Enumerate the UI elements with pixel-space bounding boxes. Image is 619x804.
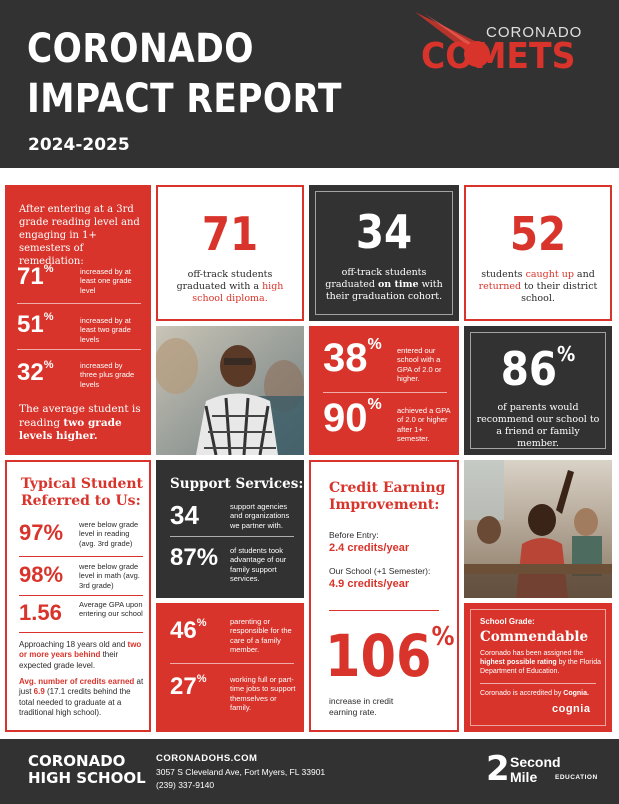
logo-school-name: CORONADO (486, 24, 583, 41)
footer-website-link[interactable]: CORONADOHS.COM (156, 753, 258, 764)
family-stat-2: 27% (170, 673, 207, 700)
school-grade-box: School Grade: Commendable Coronado has b… (464, 603, 612, 732)
typical-paragraph-2: Avg. number of credits earned at just 6.… (19, 677, 144, 718)
typical-stat-2-value: 98% (19, 562, 64, 587)
diploma-caption: off-track students graduated with a high… (176, 269, 284, 304)
credit-increase-label: increase in credit earning rate. (329, 696, 394, 717)
gpa-stat-1-label: entered our school with a GPA of 2.0 or … (397, 346, 442, 384)
credit-before-value: 2.4 credits/year (329, 542, 410, 554)
typical-paragraph-1: Approaching 18 years old and two or more… (19, 640, 142, 670)
on-time-caption: off-track students graduated on time wit… (325, 267, 443, 302)
reading-intro: After entering at a 3rd grade reading le… (19, 204, 140, 267)
typical-student-title: Typical Student Referred to Us: (21, 476, 144, 509)
school-grade-value: Commendable (480, 629, 589, 645)
caught-up-value: 52 (509, 207, 567, 261)
gpa-stat-2-label: achieved a GPA of 2.0 or higher after 1+… (397, 406, 451, 444)
parents-value: 86% (500, 342, 576, 396)
report-year: 2024-2025 (28, 135, 130, 155)
reading-stat-3-value: 32 (17, 359, 44, 386)
support-services-title: Support Services: (170, 476, 304, 492)
family-stat-2-value: 27 (170, 673, 197, 700)
diploma-value: 71 (201, 207, 259, 261)
typical-stat-3-label: Average GPA upon entering our school (79, 600, 143, 619)
second-mile-logo-sub: EDUCATION (555, 774, 598, 781)
support-services-box: Support Services: 34 support agencies an… (156, 460, 304, 598)
reading-stat-3: 32% (17, 359, 54, 386)
footer: CORONADO HIGH SCHOOL CORONADOHS.COM 3057… (0, 739, 619, 804)
typical-stat-3-value: 1.56 (19, 600, 62, 625)
parents-box: 86% of parents would recommend our schoo… (464, 326, 612, 455)
footer-phone: (239) 337-9140 (156, 780, 215, 790)
divider (17, 349, 141, 350)
reading-stat-2: 51% (17, 311, 54, 338)
report-title-line1: CORONADO (27, 26, 254, 72)
support-stat-1-label: support agencies and organizations we pa… (230, 502, 290, 530)
divider (170, 663, 294, 664)
student-photo-image (156, 326, 304, 455)
divider (323, 392, 447, 393)
typical-stat-1-label: were below grade level in reading (avg. … (79, 520, 139, 548)
divider (329, 610, 439, 611)
footer-address: 3057 S Cleveland Ave, Fort Myers, FL 339… (156, 767, 326, 777)
diploma-box: 71 off-track students graduated with a h… (156, 185, 304, 321)
gpa-stat-2: 90% (323, 396, 382, 440)
gpa-stat-1: 38% (323, 336, 382, 380)
typical-student-box: Typical Student Referred to Us: 97% were… (5, 460, 151, 732)
family-stat-1: 46% (170, 617, 207, 644)
family-stat-1-value: 46 (170, 617, 197, 644)
divider (19, 632, 143, 633)
gpa-stat-2-value: 90 (323, 396, 368, 440)
support-stat-1-value: 34 (170, 500, 199, 530)
divider (480, 683, 596, 684)
reading-summary: The average student is reading two grade… (19, 403, 141, 443)
gpa-stat-1-value: 38 (323, 336, 368, 380)
report-title-line2: IMPACT REPORT (27, 76, 342, 122)
reading-stat-1: 71% (17, 263, 54, 290)
school-grade-text: Coronado has been assigned the highest p… (480, 650, 601, 676)
reading-stat-2-value: 51 (17, 311, 44, 338)
reading-stat-3-label: increased by three plus grade levels (80, 361, 135, 389)
credit-increase-value: 106% (325, 622, 455, 690)
school-grade-label: School Grade: (480, 617, 535, 626)
caught-up-box: 52 students caught up and returned to th… (464, 185, 612, 321)
reading-stat-1-value: 71 (17, 263, 44, 290)
divider (19, 595, 143, 596)
reading-stat-1-label: increased by at least one grade level (80, 267, 132, 295)
parents-caption: of parents would recommend our school to… (476, 402, 600, 449)
footer-school-name: CORONADO HIGH SCHOOL (28, 752, 146, 788)
accreditation-text: Coronado is accredited by Cognia. (480, 690, 589, 697)
divider (170, 536, 294, 537)
logo-mascot-name: COMETS (421, 36, 576, 77)
header-banner (0, 0, 619, 168)
credit-after-value: 4.9 credits/year (329, 578, 410, 590)
second-mile-logo-text: Second Mile (510, 754, 561, 785)
typical-stat-1-value: 97% (19, 520, 64, 545)
gpa-box: 38% entered our school with a GPA of 2.0… (309, 326, 459, 455)
second-mile-logo-icon: 2 (486, 749, 510, 789)
comets-logo-icon (415, 12, 490, 67)
on-time-box: 34 off-track students graduated on time … (309, 185, 459, 321)
typical-stat-2-label: were below grade level in math (avg. 3rd… (79, 562, 140, 590)
caught-up-caption: students caught up and returned to their… (478, 269, 598, 304)
divider (19, 556, 143, 557)
support-stat-2-label: of students took advantage of our family… (230, 546, 287, 584)
reading-box: After entering at a 3rd grade reading le… (5, 185, 151, 455)
family-stat-2-label: working full or part-time jobs to suppor… (230, 675, 296, 713)
family-stat-1-label: parenting or responsible for the care of… (230, 617, 292, 655)
credit-before-label: Before Entry: (329, 530, 379, 540)
reading-stat-2-label: increased by at least two grade levels (80, 316, 131, 344)
family-box: 46% parenting or responsible for the car… (156, 603, 304, 732)
classroom-photo-image (464, 460, 612, 598)
divider (17, 303, 141, 304)
credit-earning-box: Credit Earning Improvement: Before Entry… (309, 460, 459, 732)
cognia-logo: cognia (552, 703, 591, 715)
credit-after-label: Our School (+1 Semester): (329, 566, 431, 576)
on-time-value: 34 (355, 205, 413, 259)
credit-earning-title: Credit Earning Improvement: (329, 480, 446, 513)
support-stat-2-value: 87% (170, 544, 219, 571)
